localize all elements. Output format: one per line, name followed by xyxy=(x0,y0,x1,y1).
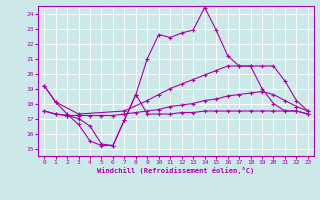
X-axis label: Windchill (Refroidissement éolien,°C): Windchill (Refroidissement éolien,°C) xyxy=(97,167,255,174)
